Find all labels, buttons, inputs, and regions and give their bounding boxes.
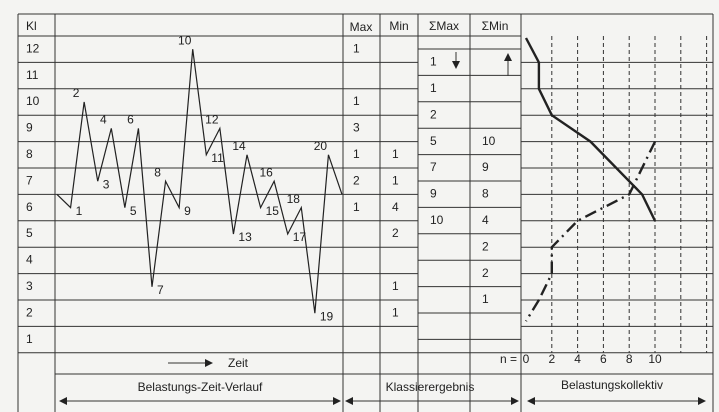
- min-value: 1: [392, 279, 399, 293]
- time-label: Zeit: [228, 356, 249, 370]
- class-label: 8: [26, 147, 33, 161]
- sum-max-value: 7: [430, 160, 437, 174]
- point-label: 12: [205, 113, 219, 127]
- class-label: 11: [26, 68, 39, 82]
- max-value: 1: [353, 94, 360, 108]
- class-label: 10: [26, 94, 40, 108]
- sum-min-value: 2: [482, 239, 489, 253]
- max-value: 1: [353, 200, 360, 214]
- sum-max-value: 10: [430, 213, 444, 227]
- x-tick-label: 8: [626, 352, 633, 366]
- sum-max-value: 5: [430, 134, 437, 148]
- class-label: 9: [26, 121, 33, 135]
- sum-max-value: 2: [430, 107, 437, 121]
- point-label: 1: [76, 204, 83, 218]
- point-label: 19: [320, 309, 334, 323]
- point-label: 11: [211, 151, 224, 165]
- section-label: Belastungskollektiv: [561, 378, 663, 392]
- sum-min-value: 9: [482, 160, 489, 174]
- point-label: 7: [157, 283, 164, 297]
- sum-max-curve: [537, 62, 657, 222]
- sum-min-value: 4: [482, 213, 489, 227]
- min-value: 1: [392, 305, 399, 319]
- max-value: 3: [353, 121, 360, 135]
- section-label: Belastungs-Zeit-Verlauf: [138, 380, 263, 394]
- x-tick-label: 0: [523, 352, 530, 366]
- min-value: 2: [392, 226, 399, 240]
- point-label: 14: [232, 139, 246, 153]
- point-label: 18: [287, 192, 301, 206]
- sum-min-value: 10: [482, 134, 496, 148]
- max-value: 1: [353, 147, 360, 161]
- class-label: 1: [26, 332, 33, 346]
- x-tick-label: 4: [574, 352, 581, 366]
- time-curve: [56, 49, 343, 314]
- point-label: 8: [154, 165, 161, 179]
- point-label: 9: [184, 204, 191, 218]
- class-label: 12: [26, 41, 40, 55]
- x-tick-label: 2: [548, 352, 555, 366]
- point-label: 4: [100, 113, 107, 127]
- class-label: 2: [26, 305, 33, 319]
- x-tick-label: 10: [648, 352, 662, 366]
- class-label: 5: [26, 226, 33, 240]
- min-value: 4: [392, 200, 399, 214]
- sum-max-value: 9: [430, 187, 437, 201]
- x-tick-label: 6: [600, 352, 607, 366]
- point-label: 2: [73, 86, 80, 100]
- class-label: 6: [26, 200, 33, 214]
- section-label: Klassierergebnis: [386, 380, 475, 394]
- header-kl: Kl: [26, 19, 37, 33]
- class-label: 3: [26, 279, 33, 293]
- point-label: 5: [130, 204, 137, 218]
- header-max: Max: [350, 20, 373, 34]
- sum-max-value: 1: [430, 55, 437, 69]
- point-label: 15: [266, 204, 280, 218]
- header-min: Min: [389, 19, 408, 33]
- max-value: 1: [353, 41, 360, 55]
- max-value: 2: [353, 173, 360, 187]
- sum-max-value: 1: [430, 81, 437, 95]
- point-label: 6: [127, 113, 134, 127]
- point-label: 10: [178, 33, 192, 47]
- min-value: 1: [392, 173, 399, 187]
- sum-min-value: 8: [482, 187, 489, 201]
- curve-end: [524, 299, 540, 322]
- header-sum-max: ΣMax: [429, 19, 459, 33]
- curve-end: [524, 37, 540, 63]
- sum-min-value: 1: [482, 292, 489, 306]
- point-label: 3: [103, 177, 110, 191]
- class-label: 4: [26, 253, 33, 267]
- point-label: 17: [293, 230, 307, 244]
- point-label: 16: [259, 165, 273, 179]
- min-value: 1: [392, 147, 399, 161]
- point-label: 20: [314, 139, 328, 153]
- class-label: 7: [26, 173, 33, 187]
- sum-min-value: 2: [482, 266, 489, 280]
- point-label: 13: [238, 230, 252, 244]
- header-sum-min: ΣMin: [482, 19, 509, 33]
- sum-min-curve: [537, 141, 657, 301]
- n-label: n =: [500, 352, 517, 366]
